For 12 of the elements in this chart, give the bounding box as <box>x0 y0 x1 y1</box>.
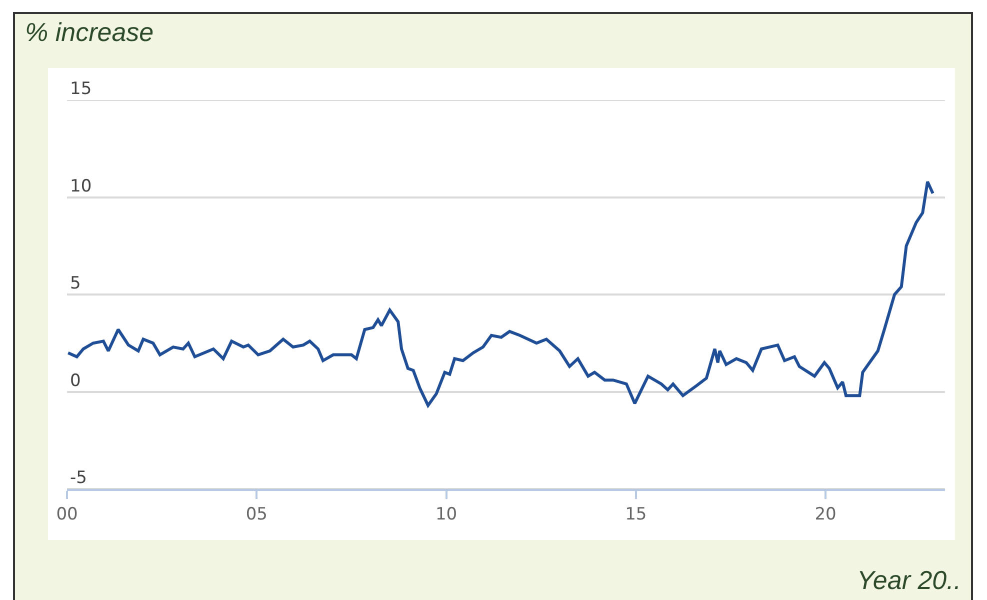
x-tick-label: 15 <box>625 504 647 524</box>
y-axis-title: % increase <box>25 17 154 47</box>
y-tick-label: 5 <box>70 274 81 294</box>
y-tick-label: -5 <box>70 468 87 488</box>
y-tick-label: 15 <box>70 79 92 100</box>
y-tick-label: 0 <box>70 370 81 391</box>
x-tick-label: 20 <box>814 504 836 524</box>
x-tick-label: 00 <box>56 504 78 524</box>
x-tick-label: 10 <box>435 504 458 524</box>
x-axis-title: Year 20.. <box>857 565 962 595</box>
y-tick-label: 10 <box>70 176 92 196</box>
x-tick-label: 05 <box>246 504 268 524</box>
